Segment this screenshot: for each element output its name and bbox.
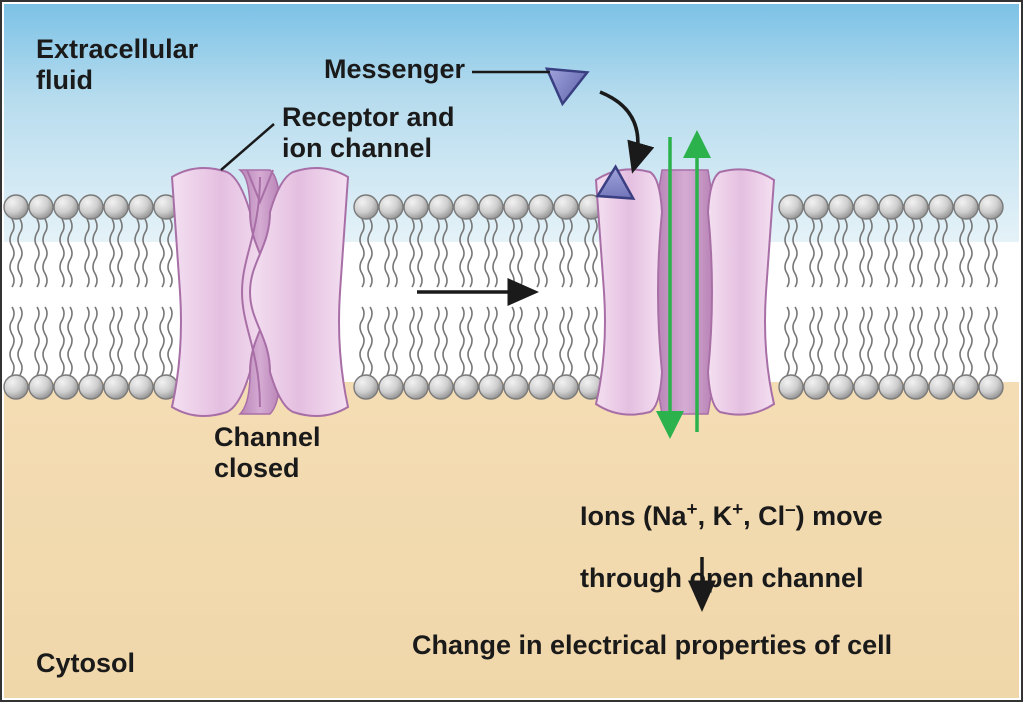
- channel-closed-label: Channel closed: [214, 422, 321, 484]
- diagram-frame: Extracellular fluid Messenger Receptor a…: [0, 0, 1023, 702]
- cytosol-label: Cytosol: [36, 648, 135, 679]
- ions-label: Ions (Na+, K+, Cl–) move through open ch…: [550, 468, 883, 625]
- change-label: Change in electrical properties of cell: [412, 630, 892, 661]
- receptor-label: Receptor and ion channel: [282, 102, 455, 164]
- extracellular-label: Extracellular fluid: [36, 34, 198, 96]
- messenger-label: Messenger: [324, 54, 465, 85]
